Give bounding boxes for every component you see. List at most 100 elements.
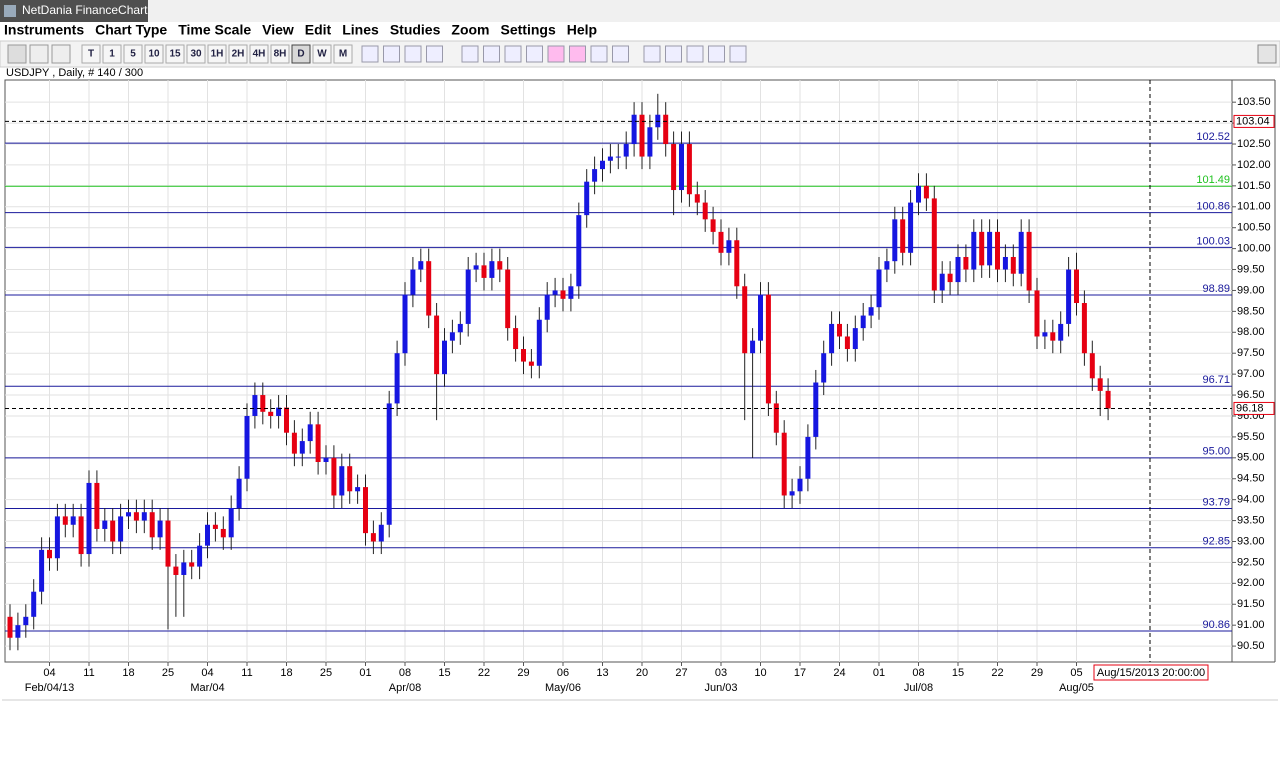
- candle-body: [370, 533, 376, 542]
- cursor-date: Aug/15/2013 20:00:00: [1097, 667, 1205, 679]
- level-label: 95.00: [1202, 446, 1230, 458]
- tool-icon[interactable]: [612, 45, 629, 63]
- interval-button[interactable]: [249, 44, 269, 64]
- tool-icon[interactable]: [483, 45, 500, 63]
- interval-button[interactable]: [270, 44, 290, 64]
- candle-body: [971, 231, 977, 270]
- menu-item[interactable]: Chart Type: [95, 22, 167, 38]
- candle-body: [378, 524, 384, 542]
- x-tick-label: 08: [399, 667, 411, 679]
- tool-icon[interactable]: [665, 45, 682, 63]
- toolbar-button[interactable]: [7, 44, 27, 64]
- y-tick-label: 91.00: [1237, 619, 1265, 631]
- interval-label[interactable]: 15: [169, 49, 181, 60]
- interval-button[interactable]: [291, 44, 311, 64]
- menu-item[interactable]: Zoom: [451, 22, 489, 38]
- candle-body: [1034, 290, 1040, 337]
- interval-label[interactable]: 4H: [253, 49, 266, 60]
- interval-button[interactable]: [207, 44, 227, 64]
- interval-button[interactable]: [102, 44, 122, 64]
- candle-body: [631, 114, 637, 145]
- menu-item[interactable]: Settings: [501, 22, 556, 38]
- candle-body: [528, 361, 534, 366]
- tool-icon[interactable]: [643, 45, 661, 63]
- toolbar-button[interactable]: [29, 44, 49, 64]
- candle-body: [126, 512, 131, 517]
- x-tick-label: 29: [1031, 667, 1043, 679]
- tool-icon[interactable]: [404, 45, 422, 63]
- tool-icon[interactable]: [729, 45, 747, 63]
- candle-body: [568, 286, 574, 299]
- candle-body: [702, 202, 708, 220]
- tool-icon[interactable]: [526, 45, 543, 63]
- tool-icon[interactable]: [426, 45, 443, 63]
- candle-body: [355, 487, 361, 492]
- toolbar-button[interactable]: [1257, 44, 1277, 64]
- interval-button[interactable]: [228, 44, 248, 64]
- interval-button[interactable]: [333, 44, 353, 64]
- interval-button[interactable]: [186, 44, 206, 64]
- x-tick-label: 04: [201, 667, 213, 679]
- candle-body: [1042, 332, 1048, 337]
- month-label: May/06: [545, 682, 581, 694]
- tool-icon[interactable]: [547, 45, 565, 63]
- interval-button[interactable]: [123, 44, 143, 64]
- y-tick-label: 97.50: [1237, 347, 1265, 359]
- price-box: [1233, 114, 1275, 128]
- interval-label[interactable]: W: [317, 49, 327, 60]
- candle-body: [908, 202, 914, 253]
- candle-body: [639, 114, 645, 157]
- menu-item[interactable]: Help: [567, 22, 597, 38]
- candle-body: [347, 466, 353, 492]
- interval-label[interactable]: 10: [148, 49, 160, 60]
- tool-icon[interactable]: [686, 45, 704, 63]
- tool-icon[interactable]: [708, 45, 725, 63]
- interval-label[interactable]: 8H: [274, 49, 287, 60]
- candle-body: [765, 294, 771, 404]
- candle-body: [497, 261, 503, 270]
- menu-item[interactable]: Edit: [305, 22, 332, 38]
- candle-body: [410, 269, 416, 295]
- menu-item[interactable]: Studies: [390, 22, 441, 38]
- interval-label[interactable]: D: [297, 49, 304, 60]
- interval-label[interactable]: T: [88, 49, 94, 60]
- x-tick-label: 01: [873, 667, 885, 679]
- interval-label[interactable]: 1H: [211, 49, 224, 60]
- tool-icon[interactable]: [569, 45, 586, 63]
- candle-body: [600, 160, 605, 170]
- candle-body: [102, 520, 108, 529]
- interval-button[interactable]: [312, 44, 332, 64]
- tool-icon[interactable]: [504, 45, 522, 63]
- interval-label[interactable]: 5: [130, 49, 136, 60]
- menu-item[interactable]: Instruments: [4, 22, 84, 38]
- tool-icon[interactable]: [590, 45, 608, 63]
- interval-label[interactable]: 30: [190, 49, 202, 60]
- x-tick-label: 10: [754, 667, 766, 679]
- date-box: [1093, 664, 1209, 681]
- price-label: 96.18: [1236, 402, 1264, 414]
- menu-item[interactable]: Lines: [342, 22, 379, 38]
- tool-icon[interactable]: [461, 45, 479, 63]
- interval-button[interactable]: [165, 44, 185, 64]
- tool-icon[interactable]: [361, 45, 379, 63]
- menu-item[interactable]: Time Scale: [178, 22, 251, 38]
- candle-body: [742, 286, 748, 354]
- candle-body: [31, 591, 37, 617]
- candle-body: [23, 616, 29, 626]
- interval-label[interactable]: 2H: [232, 49, 245, 60]
- interval-label[interactable]: M: [339, 49, 347, 60]
- interval-label[interactable]: 1: [109, 49, 115, 60]
- interval-button[interactable]: [144, 44, 164, 64]
- candle-body: [773, 403, 779, 433]
- menu-item[interactable]: View: [262, 22, 294, 38]
- candle-body: [260, 395, 266, 412]
- interval-button[interactable]: [81, 44, 101, 64]
- candle-body: [860, 315, 866, 329]
- y-tick-label: 91.50: [1237, 598, 1265, 610]
- x-tick-label: 15: [952, 667, 964, 679]
- tool-icon[interactable]: [383, 45, 400, 63]
- toolbar-button[interactable]: [51, 44, 71, 64]
- candle-body: [70, 516, 76, 525]
- candle-body: [584, 181, 590, 216]
